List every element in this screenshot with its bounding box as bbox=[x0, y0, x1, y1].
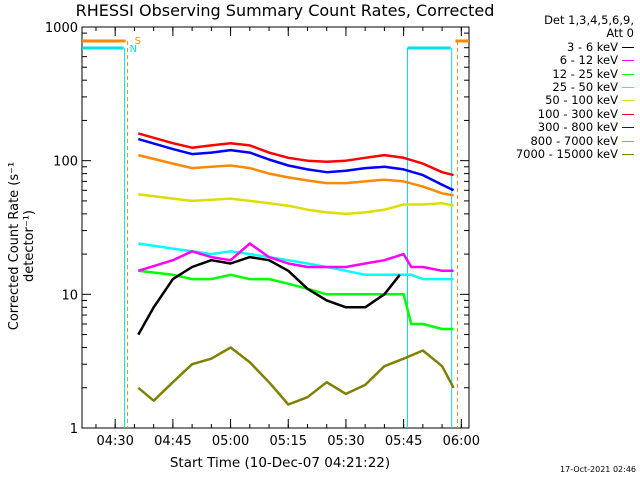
legend-label: 50 - 100 keV bbox=[545, 93, 618, 108]
legend-item: 800 - 7000 keV bbox=[516, 133, 634, 148]
series-line-6 bbox=[137, 132, 454, 177]
series-line-2 bbox=[137, 242, 454, 273]
legend-item: 25 - 50 keV bbox=[516, 80, 634, 95]
series-line-8 bbox=[138, 153, 454, 197]
x-tick-label: 05:45 bbox=[385, 434, 422, 449]
footer-timestamp: 17-Oct-2021 02:46 bbox=[560, 465, 636, 474]
x-tick-label: 05:15 bbox=[270, 434, 307, 449]
chart-title: RHESSI Observing Summary Count Rates, Co… bbox=[75, 1, 495, 20]
x-tick-label: 04:30 bbox=[96, 434, 133, 449]
y-tick-label: 10 bbox=[61, 288, 78, 303]
series-line-4 bbox=[138, 242, 454, 281]
plot-frame bbox=[81, 26, 470, 429]
legend-label: 300 - 800 keV bbox=[537, 120, 618, 135]
legend: Det 1,3,4,5,6,9, Att 0 3 - 6 keV 6 - 12 k… bbox=[515, 13, 634, 162]
y-tick-label: 100 bbox=[53, 155, 78, 170]
legend-swatch bbox=[622, 46, 634, 48]
legend-item: 50 - 100 keV bbox=[516, 94, 634, 107]
legend-label: 6 - 12 keV bbox=[559, 53, 618, 68]
x-tick-label: 05:00 bbox=[212, 434, 249, 449]
legend-item: 3 - 6 keV bbox=[516, 39, 634, 54]
flag-label: S bbox=[135, 36, 141, 47]
legend-item: 100 - 300 keV bbox=[516, 106, 634, 121]
legend-item: 7000 - 15000 keV bbox=[515, 147, 634, 162]
legend-label: 12 - 25 keV bbox=[552, 66, 618, 81]
legend-item: 12 - 25 keV bbox=[516, 66, 634, 81]
legend-header-attenuator: Att 0 bbox=[606, 26, 634, 41]
legend-swatch bbox=[622, 154, 634, 156]
legend-label: 800 - 7000 keV bbox=[530, 133, 618, 148]
x-tick-label: 04:45 bbox=[154, 434, 191, 449]
legend-header-detectors: Det 1,3,4,5,6,9, bbox=[544, 13, 634, 27]
legend-label: 7000 - 15000 keV bbox=[515, 147, 618, 162]
legend-swatch bbox=[622, 127, 634, 129]
legend-swatch bbox=[622, 100, 634, 102]
x-tick-label: 06:00 bbox=[443, 434, 480, 449]
y-axis-label: Corrected Count Rate (s⁻¹ detector⁻¹) bbox=[7, 161, 37, 331]
legend-swatch bbox=[622, 87, 634, 89]
legend-item: 6 - 12 keV bbox=[516, 54, 634, 67]
series-line-7 bbox=[137, 137, 455, 192]
x-axis-label: Start Time (10-Dec-07 04:21:22) bbox=[169, 455, 391, 471]
series-line-5 bbox=[138, 193, 454, 216]
legend-swatch bbox=[622, 140, 634, 142]
series-line-1 bbox=[137, 255, 401, 336]
legend-label: 25 - 50 keV bbox=[552, 80, 618, 95]
legend-swatch bbox=[622, 113, 634, 115]
x-tick-label: 05:30 bbox=[327, 434, 364, 449]
legend-swatch bbox=[622, 60, 634, 62]
y-tick-label: 1 bbox=[70, 422, 78, 437]
y-tick-label: 1000 bbox=[45, 21, 78, 36]
series-line-9 bbox=[137, 346, 455, 406]
flag-label: N bbox=[130, 44, 137, 55]
legend-label: 3 - 6 keV bbox=[567, 39, 618, 54]
legend-item: 300 - 800 keV bbox=[516, 121, 634, 134]
series-line-3 bbox=[138, 269, 454, 331]
legend-label: 100 - 300 keV bbox=[537, 106, 618, 121]
legend-swatch bbox=[622, 73, 634, 75]
